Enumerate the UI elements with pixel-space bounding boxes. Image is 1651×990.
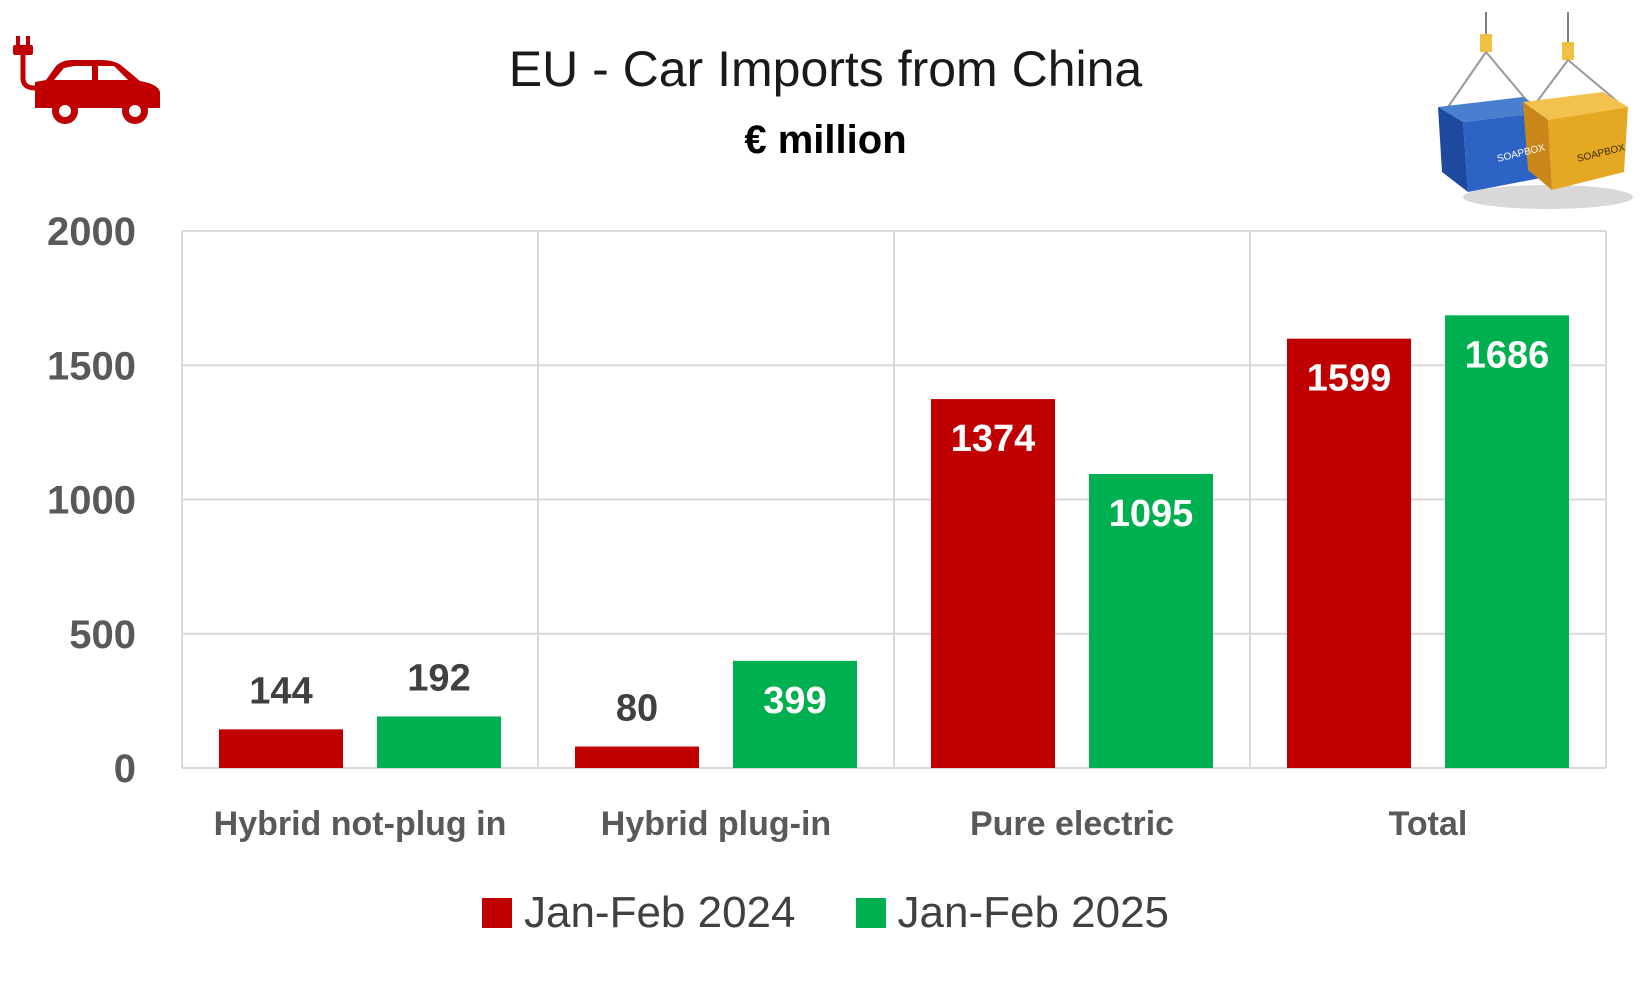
legend-item-2024: Jan-Feb 2024 bbox=[481, 888, 796, 938]
data-label: 1686 bbox=[1465, 334, 1550, 376]
y-tick-label: 500 bbox=[69, 613, 136, 657]
chart-legend: Jan-Feb 2024 Jan-Feb 2025 bbox=[0, 888, 1651, 938]
data-label: 399 bbox=[763, 680, 826, 722]
legend-label-2025: Jan-Feb 2025 bbox=[897, 888, 1170, 937]
data-label: 1095 bbox=[1109, 493, 1194, 535]
x-tick-label: Total bbox=[1389, 805, 1468, 843]
data-label: 1599 bbox=[1307, 358, 1392, 400]
y-tick-label: 2000 bbox=[47, 210, 136, 254]
data-label: 192 bbox=[407, 657, 470, 699]
bar-2025 bbox=[1089, 473, 1213, 768]
chart-title: EU - Car Imports from China bbox=[508, 41, 1143, 97]
shipping-containers-icon: SOAPBOX SOAPBOX bbox=[1438, 12, 1633, 209]
electric-car-icon bbox=[13, 36, 160, 124]
bar-2024 bbox=[219, 729, 343, 768]
x-tick-label: Hybrid not-plug in bbox=[214, 805, 507, 843]
data-label: 80 bbox=[616, 688, 658, 730]
legend-item-2025: Jan-Feb 2025 bbox=[855, 888, 1170, 938]
legend-swatch-2025 bbox=[855, 898, 886, 928]
legend-label-2024: Jan-Feb 2024 bbox=[523, 888, 796, 937]
bar-2024 bbox=[1287, 338, 1411, 768]
bar-2025 bbox=[1445, 315, 1569, 768]
data-label: 144 bbox=[249, 670, 312, 712]
bar-2025 bbox=[377, 716, 501, 768]
bar-2025 bbox=[733, 660, 857, 768]
y-tick-label: 1000 bbox=[47, 479, 136, 523]
y-tick-label: 0 bbox=[114, 747, 136, 791]
x-tick-label: Hybrid plug-in bbox=[601, 805, 831, 843]
bar-2024 bbox=[931, 399, 1055, 768]
legend-swatch-2024 bbox=[481, 898, 512, 928]
x-tick-label: Pure electric bbox=[970, 805, 1174, 843]
data-label: 1374 bbox=[951, 418, 1036, 460]
chart-subtitle: € million bbox=[744, 118, 907, 162]
y-tick-label: 1500 bbox=[47, 344, 136, 388]
bar-2024 bbox=[575, 746, 699, 768]
